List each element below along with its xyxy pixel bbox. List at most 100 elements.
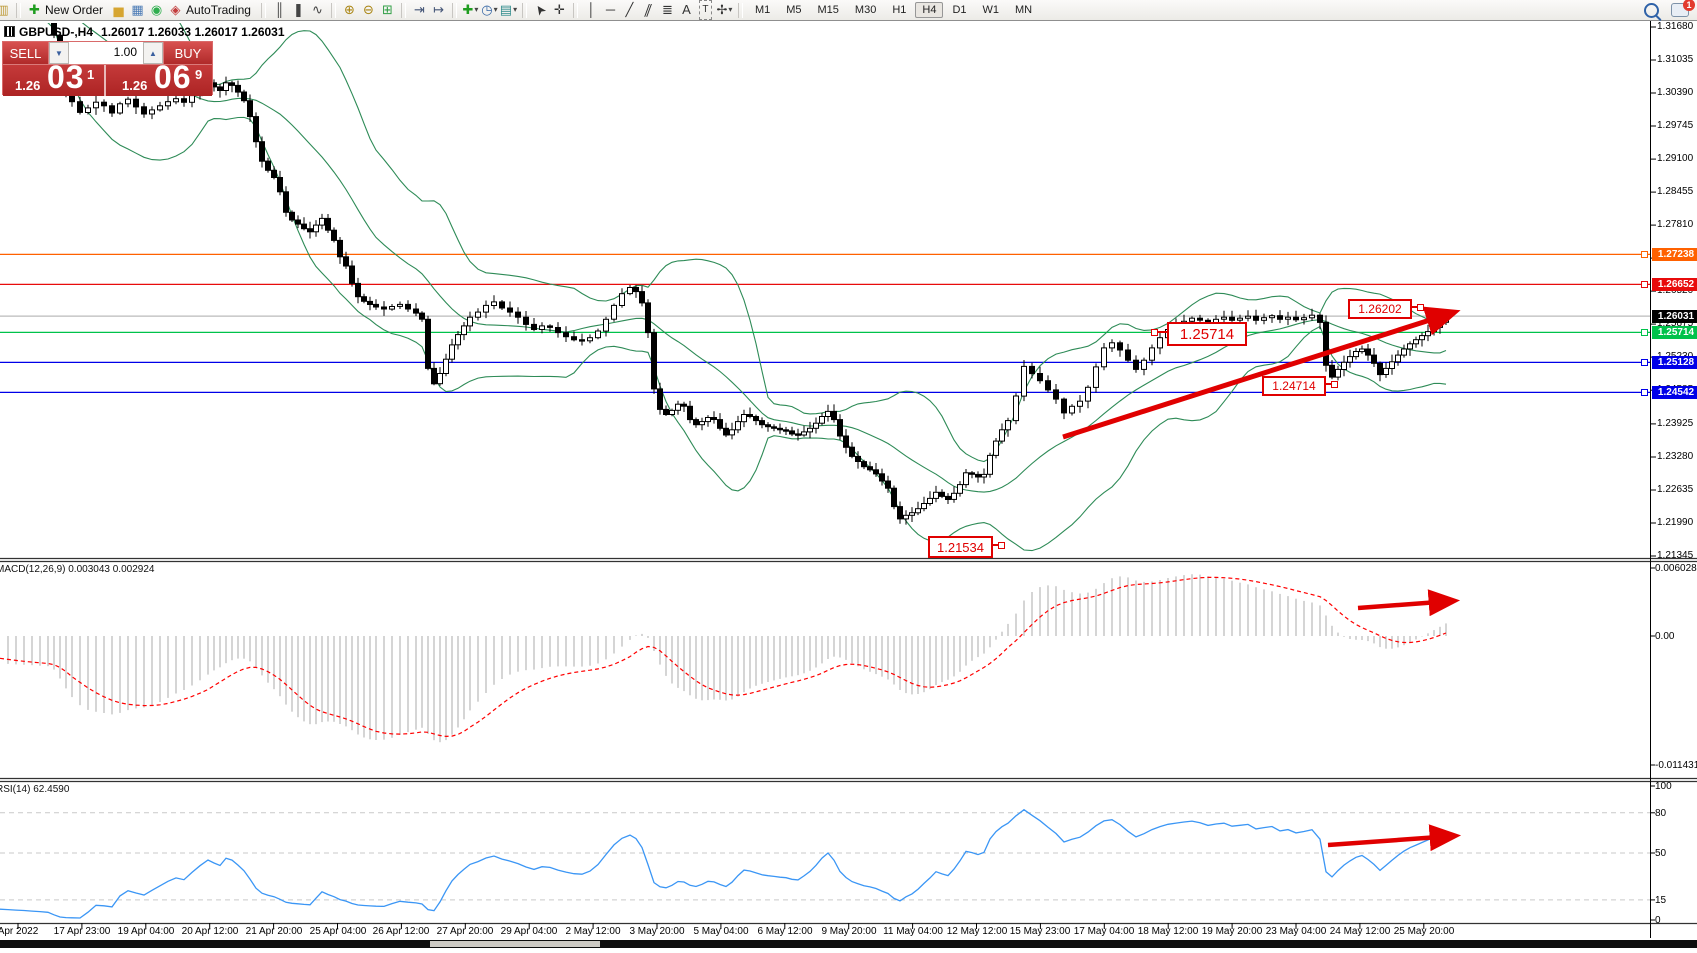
price-callout[interactable]: 1.24714 [1262,376,1326,396]
linechart-icon[interactable]: ∿ [312,2,323,17]
shift-icon[interactable]: ↦ [433,2,444,17]
sell-price-pip: 1 [87,67,95,82]
rsi-axis-label: 15 [1655,895,1667,906]
new-order-label[interactable]: New Order [45,3,104,17]
vline-icon[interactable]: │ [587,2,596,17]
price-axis-tick: 1.29100 [1657,153,1694,164]
timeframe-m30-button[interactable]: M30 [854,4,877,16]
time-axis-label: 17 May 04:00 [1073,926,1135,937]
time-axis-label: 21 Apr 20:00 [245,926,303,937]
notification-badge: 1 [1683,0,1695,11]
toolbar-separator [260,2,266,18]
timeframe-m5-button[interactable]: M5 [786,4,802,16]
price-line-handle[interactable] [1641,329,1648,336]
timeframe-d1-button[interactable]: D1 [952,4,967,16]
sell-price-main: 1.26 [15,78,41,93]
zoom-out-icon[interactable]: ⊖ [363,2,374,17]
tile-icon[interactable]: ⊞ [382,2,393,17]
buy-price[interactable]: 1.26 06 9 [106,59,212,96]
callout-handle[interactable] [1331,381,1338,388]
macd-signal-value: 0.002924 [112,564,155,575]
rsi-axis-label: 100 [1655,781,1672,792]
price-axis-tick: 1.31035 [1657,54,1694,65]
buy-price-main: 1.26 [122,78,148,93]
price-axis-tick: 1.30390 [1657,87,1694,98]
horizontal-scrollbar[interactable] [0,940,1697,948]
autoscroll-icon[interactable]: ⇥ [414,2,425,17]
label-icon[interactable]: T [696,0,715,20]
price-line-label: 1.25128 [1652,356,1697,369]
toolbar-separator [737,2,743,18]
chart-partial-icon[interactable]: ▥ [0,2,9,17]
callout-handle[interactable] [1417,304,1424,311]
buy-button[interactable]: BUY [163,42,212,64]
price-line-handle[interactable] [1641,281,1648,288]
price-callout[interactable]: 1.21534 [928,536,993,558]
price-line-label: 1.24542 [1652,386,1697,399]
time-axis-label: 24 May 12:00 [1329,926,1391,937]
crosshair-icon[interactable]: ✛ [554,2,565,17]
autotrading-label[interactable]: AutoTrading [186,3,251,17]
timeframe-h4-button[interactable]: H4 [915,2,944,18]
volume-increase-button[interactable]: ▲ [143,42,163,64]
toolbar-separator [572,2,578,18]
zoom-in-icon[interactable]: ⊕ [344,2,355,17]
volume-spinner: ▼ 1.00 ▲ [49,42,163,64]
time-axis-label: 6 May 12:00 [757,926,813,937]
templates-icon[interactable]: ▤ ▾ [499,2,518,17]
callout-handle[interactable] [1151,329,1158,336]
ohlc-values: 1.26017 1.26033 1.26017 1.26031 [101,25,285,39]
toolbar-separator [521,2,527,18]
autotrading-icon[interactable]: ◈ [170,2,181,17]
terminal-icon[interactable]: ▦ [131,2,144,17]
notifications-icon[interactable]: 1 [1671,0,1695,17]
sell-button[interactable]: SELL [3,42,49,64]
timeframe-m1-button[interactable]: M1 [754,4,771,16]
rsi-axis-label: 0 [1655,915,1661,926]
timeframe-mn-button[interactable]: MN [1015,4,1033,16]
bars-icon[interactable]: ║ [274,2,285,17]
text-icon[interactable]: A [682,2,691,17]
hline-icon[interactable]: ─ [605,2,616,17]
buy-price-big: 06 [154,59,192,95]
price-callout[interactable]: 1.25714 [1167,322,1247,346]
toolbar-separator [451,2,457,18]
search-icon[interactable] [1644,2,1659,18]
channel-icon[interactable]: ∥ [642,2,655,17]
price-line-handle[interactable] [1641,389,1648,396]
rsi-indicator-label: RSI(14) 62.4590 [0,784,70,795]
time-axis-label: 2 May 12:00 [565,926,621,937]
scrollbar-thumb[interactable] [430,941,600,947]
new-order-icon[interactable]: ✚ [29,2,40,17]
price-line-label: 1.25714 [1652,326,1697,339]
candles-icon[interactable]: ❚ [293,2,304,17]
time-axis-label: 19 Apr 04:00 [117,926,175,937]
shapes-icon[interactable]: ✢ ▾ [716,2,733,17]
time-axis-label: 29 Apr 04:00 [500,926,558,937]
indicators-icon[interactable]: ✚ ▾ [462,2,479,17]
time-axis-label: 25 May 20:00 [1393,926,1455,937]
signal-icon[interactable]: ◉ [150,2,163,17]
timeframe-m15-button[interactable]: M15 [817,4,839,16]
volume-field[interactable]: 1.00 [69,42,143,64]
tline-icon[interactable]: ╱ [625,2,634,17]
price-line-handle[interactable] [1641,251,1648,258]
periods-icon[interactable]: ◷ ▾ [481,2,498,17]
macd-axis-label: -0.011431 [1655,760,1697,771]
volume-decrease-button[interactable]: ▼ [49,42,69,64]
time-axis-label: 23 May 04:00 [1265,926,1327,937]
price-axis-tick: 1.31680 [1657,21,1694,32]
timeframe-w1-button[interactable]: W1 [982,4,1000,16]
gold-icon[interactable]: ▅ [113,2,124,17]
fibo-icon[interactable]: ≣ [662,2,673,17]
macd-axis-label: 0.00 [1655,631,1675,642]
price-line-handle[interactable] [1641,359,1648,366]
timeframe-h1-button[interactable]: H1 [892,4,907,16]
price-axis-tick: 1.23280 [1657,451,1694,462]
cursor-icon[interactable]: ➤ [530,1,550,20]
price-callout[interactable]: 1.26202 [1348,299,1412,319]
time-axis-label: 12 May 12:00 [946,926,1008,937]
sell-price[interactable]: 1.26 03 1 [3,59,106,96]
callout-handle[interactable] [998,542,1005,549]
